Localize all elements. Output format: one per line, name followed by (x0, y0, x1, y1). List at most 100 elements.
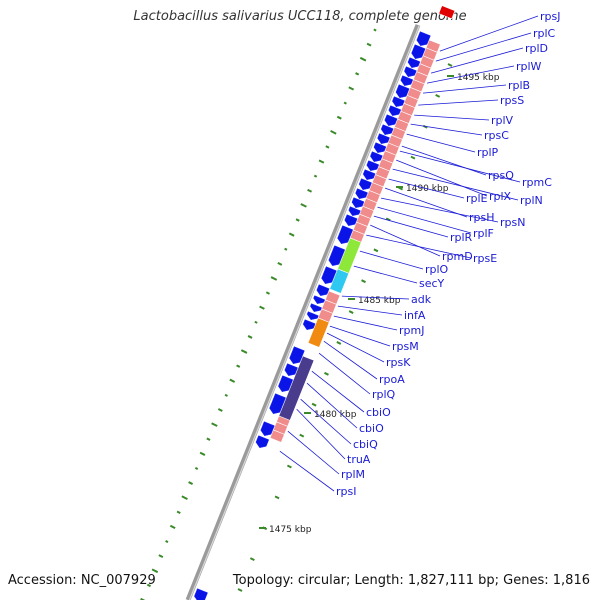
gene-leader-line (380, 197, 499, 223)
gc-tick (247, 335, 253, 339)
gc-tick (348, 86, 355, 91)
gene-label-rpoA: rpoA (379, 373, 405, 386)
gene-label-rpsN: rpsN (500, 216, 525, 229)
gene-leader-line (388, 178, 465, 199)
gene-label-rpsH: rpsH (469, 211, 495, 224)
cds-arrow (284, 363, 298, 376)
gc-tick (300, 203, 307, 208)
red-marker (438, 5, 456, 20)
gc-tick (313, 174, 318, 178)
gene-label-rpmC: rpmC (522, 176, 552, 189)
gc-tick (236, 364, 241, 368)
cds-arrow (395, 84, 410, 98)
gene-leader-line (341, 295, 410, 300)
gc-tick (199, 451, 206, 456)
kbp-label: 1475 kbp (269, 525, 312, 535)
gene-leader-line (439, 15, 539, 52)
cds-arrow (289, 346, 305, 364)
gene-label-truA: truA (347, 453, 371, 466)
cds-arrow (407, 57, 421, 68)
gc-tick (254, 320, 258, 324)
gene-label-cbiQ: cbiQ (353, 438, 378, 451)
gene-label-rpsQ: rpsQ (488, 169, 514, 182)
gene-label-rplC: rplC (533, 27, 556, 40)
gc-tick (176, 510, 181, 515)
gene-label-rplF: rplF (473, 227, 494, 240)
cds-arrow (392, 96, 405, 107)
gc-tick (211, 422, 218, 427)
cds-arrow (310, 303, 322, 312)
gene-leader-line (333, 315, 398, 331)
genome-summary-text: Topology: circular; Length: 1,827,111 bp… (232, 573, 590, 588)
cds-arrow (348, 206, 361, 216)
gc-tick (325, 145, 330, 149)
cds-arrow (337, 225, 354, 244)
gc-tick (224, 393, 228, 397)
gc-tick (284, 247, 288, 251)
gene-leader-line (435, 32, 532, 62)
rna-segment-purple (278, 355, 315, 421)
gene-label-infA: infA (404, 309, 426, 322)
gc-tick (373, 28, 377, 32)
cds-arrow (362, 169, 376, 180)
gene-label-rplO: rplO (425, 263, 449, 276)
gene-label-rplQ: rplQ (372, 388, 396, 401)
gene-leader-line (306, 382, 358, 429)
gc-tick (265, 291, 270, 295)
kbp-label: 1495 kbp (457, 73, 500, 83)
gc-tick (165, 540, 169, 544)
gene-leader-line (401, 145, 487, 176)
gc-tick (181, 495, 188, 500)
gene-leader-line (430, 47, 524, 74)
gene-leader-line (370, 224, 441, 257)
cds-arrow (313, 295, 326, 304)
cds-arrow (194, 588, 208, 600)
gene-leader-line (300, 398, 352, 445)
accession-text: Accession: NC_007929 (8, 573, 156, 588)
gene-label-rpsI: rpsI (336, 485, 356, 498)
cds-arrow (416, 31, 431, 46)
rna-segment-orange (307, 317, 330, 348)
gc-tick (299, 433, 305, 438)
gc-tick (249, 557, 255, 562)
gc-tick (366, 42, 372, 47)
gene-leader-line (279, 450, 335, 492)
gc-tick (295, 218, 300, 222)
cds-arrow (260, 421, 275, 436)
gc-tick (146, 583, 151, 588)
gc-tick (373, 248, 379, 253)
gene-label-rpsJ: rpsJ (540, 10, 560, 23)
gc-tick (330, 130, 337, 135)
gene-leader-line (326, 332, 385, 363)
gene-label-rpsS: rpsS (500, 94, 524, 107)
gene-leader-line (414, 114, 490, 121)
gene-leader-line (399, 150, 521, 183)
cds-arrow (328, 245, 346, 266)
gene-leader-line (296, 408, 346, 460)
gene-label-rplE: rplE (466, 192, 488, 205)
gene-label-rpsC: rpsC (484, 129, 509, 142)
gene-label-rpsE: rpsE (473, 252, 497, 265)
gc-tick (259, 305, 265, 310)
gene-leader-line (318, 352, 371, 395)
gene-leader-line (396, 159, 488, 197)
gene-leader-line (323, 340, 378, 380)
gene-leader-line (329, 325, 391, 347)
gc-tick (217, 408, 223, 412)
gene-label-rpmJ: rpmJ (399, 324, 424, 337)
gene-leader-line (287, 430, 340, 475)
gc-tick (169, 524, 176, 530)
map-title: Lactobacillus salivarius UCC118, complet… (133, 9, 467, 24)
gc-tick (274, 495, 280, 500)
gene-label-cbiO: cbiO (359, 422, 384, 435)
cds-arrow (351, 197, 365, 208)
cds-arrow (400, 75, 414, 86)
gene-label-rplD: rplD (525, 42, 548, 55)
gc-tick (336, 341, 342, 345)
gc-tick (324, 371, 329, 376)
gene-label-rplM: rplM (341, 468, 365, 481)
kbp-label: 1480 kbp (314, 410, 357, 420)
backbone-highlight (188, 24, 421, 600)
cds-arrow (255, 435, 270, 448)
